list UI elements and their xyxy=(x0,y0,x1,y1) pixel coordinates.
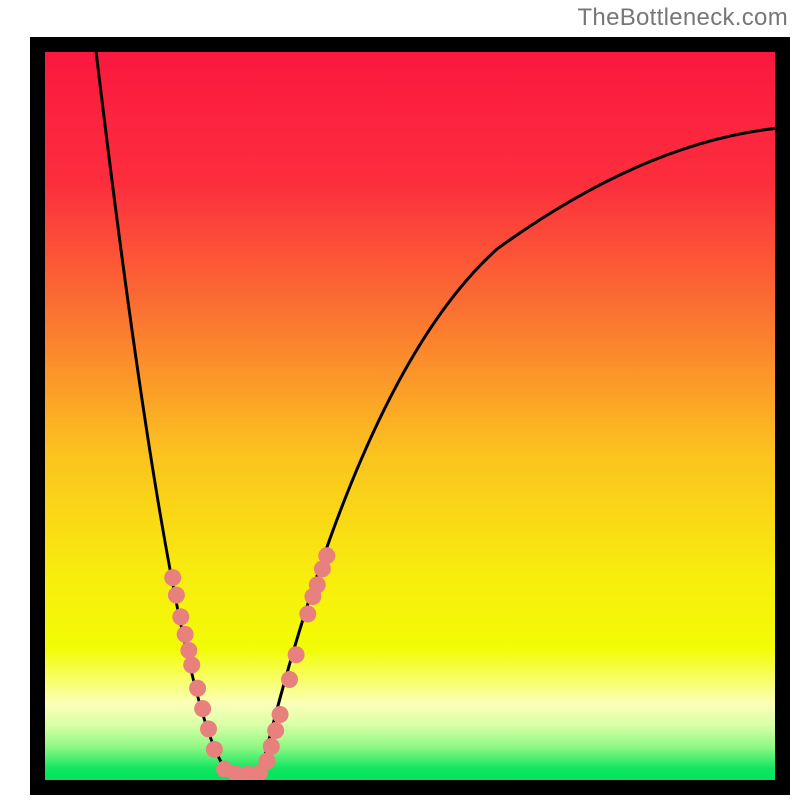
dot-left-branch xyxy=(164,569,181,586)
dot-right-branch xyxy=(272,706,289,723)
dot-left-branch xyxy=(189,680,206,697)
dot-left-branch xyxy=(194,700,211,717)
dot-left-branch xyxy=(180,642,197,659)
dot-right-branch xyxy=(309,576,326,593)
dot-right-branch xyxy=(258,753,275,770)
dot-left-branch xyxy=(172,608,189,625)
plot-background xyxy=(45,52,775,780)
dot-right-branch xyxy=(299,606,316,623)
dot-right-branch xyxy=(267,722,284,739)
dot-right-branch xyxy=(281,671,298,688)
dot-left-branch xyxy=(177,626,194,643)
dot-left-branch xyxy=(183,656,200,673)
dot-right-branch xyxy=(288,646,305,663)
dot-left-branch xyxy=(206,741,223,758)
dot-right-branch xyxy=(318,547,335,564)
watermark-text: TheBottleneck.com xyxy=(577,4,788,32)
dot-left-branch xyxy=(168,587,185,604)
bottleneck-chart xyxy=(0,0,800,800)
dot-left-branch xyxy=(200,721,217,738)
dot-right-branch xyxy=(263,738,280,755)
